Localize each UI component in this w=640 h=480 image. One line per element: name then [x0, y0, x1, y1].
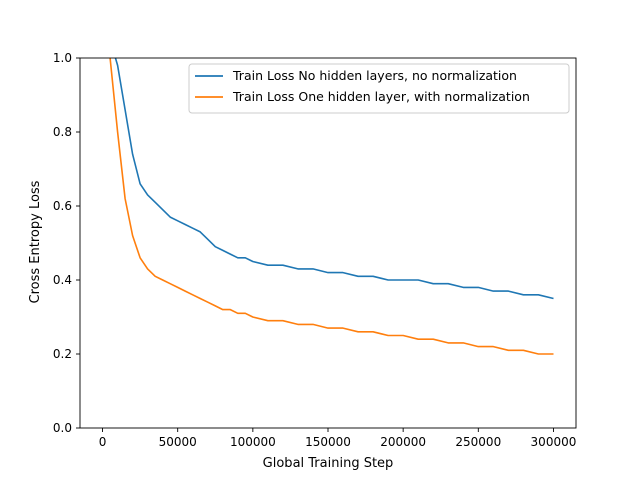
- y-axis-label: Cross Entropy Loss: [28, 180, 43, 303]
- legend: Train Loss No hidden layers, no normaliz…: [188, 63, 570, 114]
- x-tick-label: 150000: [305, 435, 351, 449]
- x-tick-label: 250000: [455, 435, 501, 449]
- axes-layer: 0 50000 100000 150000 200000 250000 300000 0.0 0…: [53, 51, 577, 449]
- x-tick-label: 200000: [380, 435, 426, 449]
- x-axis-label: Global Training Step: [263, 456, 394, 471]
- y-tick-label: 1.0: [53, 51, 72, 65]
- x-tick-label: 300000: [531, 435, 577, 449]
- y-tick-label: 0.0: [53, 421, 72, 435]
- legend-box: [188, 63, 570, 114]
- y-tick-label: 0.4: [53, 273, 72, 287]
- x-tick-label: 100000: [230, 435, 276, 449]
- series-line-2: [109, 58, 554, 355]
- x-tick-label: 50000: [159, 435, 197, 449]
- y-tick-label: 0.8: [53, 125, 72, 139]
- legend-entry-label: Train Loss No hidden layers, no normaliz…: [232, 68, 517, 83]
- plot-layer: [109, 58, 554, 355]
- x-tick-label: 0: [99, 435, 107, 449]
- series-line-1: [114, 58, 554, 300]
- y-tick-label: 0.2: [53, 347, 72, 361]
- y-tick-label: 0.6: [53, 199, 72, 213]
- legend-entry-label: Train Loss One hidden layer, with normal…: [232, 89, 530, 104]
